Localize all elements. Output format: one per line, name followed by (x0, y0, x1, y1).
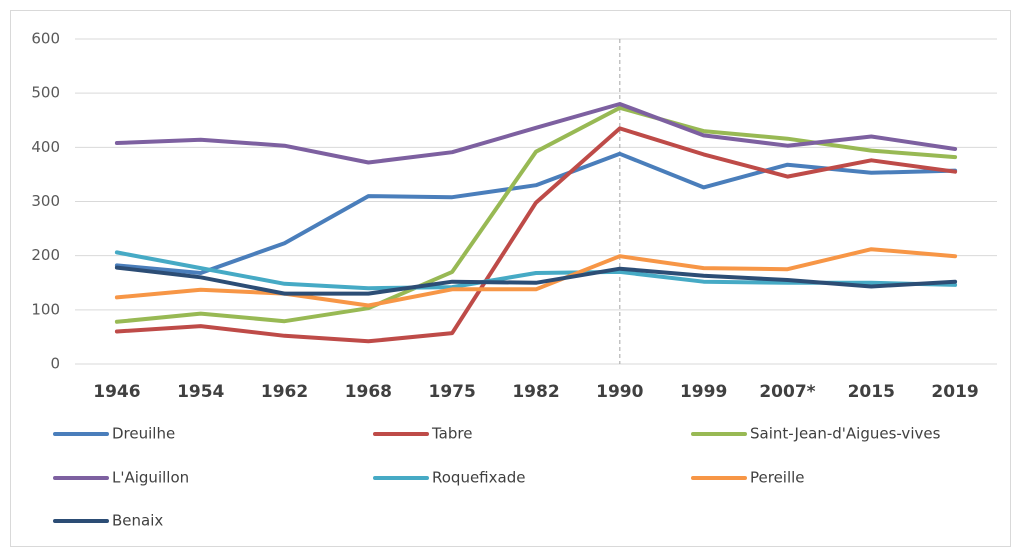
x-tick-label: 2007* (759, 382, 815, 402)
series-line (114, 265, 958, 296)
legend-label: Roquefixade (432, 469, 525, 487)
x-tick-label: 2019 (931, 382, 978, 402)
legend-label: Saint-Jean-d'Aigues-vives (750, 425, 941, 443)
legend-label: L'Aiguillon (112, 469, 189, 487)
y-tick-label: 500 (31, 84, 60, 102)
y-tick-label: 100 (31, 300, 60, 318)
x-tick-label: 1982 (512, 382, 559, 402)
y-tick-label: 600 (31, 30, 60, 48)
x-tick-label: 1968 (345, 382, 392, 402)
series-line (114, 102, 958, 165)
legend-label: Dreuilhe (112, 425, 175, 443)
x-tick-label: 2015 (848, 382, 895, 402)
x-tick-label: 1946 (93, 382, 140, 402)
x-tick-label: 1990 (596, 382, 643, 402)
y-tick-label: 0 (50, 355, 60, 373)
series-line (114, 126, 958, 344)
series-line (114, 151, 958, 275)
y-tick-label: 300 (31, 192, 60, 210)
x-tick-label: 1962 (261, 382, 308, 402)
x-tick-label: 1975 (429, 382, 476, 402)
x-tick-label: 1999 (680, 382, 727, 402)
x-tick-label: 1954 (177, 382, 224, 402)
legend-label: Benaix (112, 512, 163, 530)
y-tick-label: 200 (31, 246, 60, 264)
legend-label: Tabre (431, 425, 472, 443)
legend-label: Pereille (750, 469, 805, 487)
series-line (114, 247, 958, 308)
y-tick-label: 400 (31, 138, 60, 156)
